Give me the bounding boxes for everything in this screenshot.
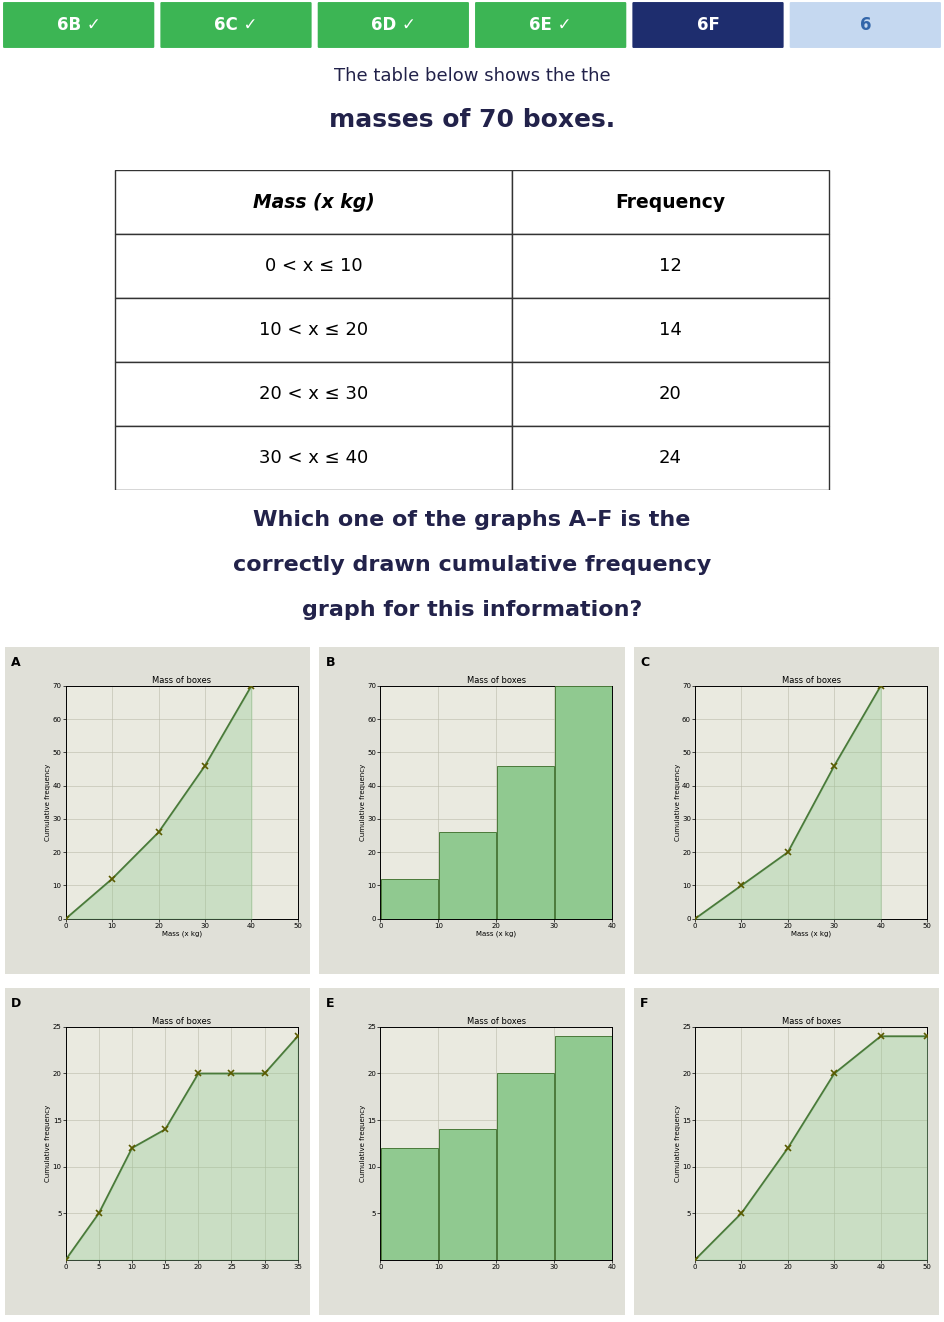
Bar <box>497 1073 554 1260</box>
FancyBboxPatch shape <box>115 426 512 490</box>
Bar <box>497 765 554 919</box>
Text: The table below shows the the: The table below shows the the <box>333 67 611 86</box>
Title: Mass of boxes: Mass of boxes <box>152 1017 211 1026</box>
FancyBboxPatch shape <box>115 362 512 426</box>
FancyBboxPatch shape <box>512 171 829 234</box>
Text: 6D ✓: 6D ✓ <box>371 16 415 34</box>
Text: 20 < x ≤ 30: 20 < x ≤ 30 <box>259 385 368 403</box>
Text: 10 < x ≤ 20: 10 < x ≤ 20 <box>259 321 368 338</box>
Y-axis label: Cumulative frequency: Cumulative frequency <box>45 1105 51 1182</box>
Bar <box>439 1129 496 1260</box>
Text: E: E <box>326 997 334 1010</box>
Bar <box>381 1147 438 1260</box>
Text: masses of 70 boxes.: masses of 70 boxes. <box>329 107 615 132</box>
Title: Mass of boxes: Mass of boxes <box>467 676 526 685</box>
Text: 14: 14 <box>659 321 682 338</box>
Text: F: F <box>640 997 649 1010</box>
FancyBboxPatch shape <box>160 1 312 49</box>
X-axis label: Mass (x kg): Mass (x kg) <box>161 931 202 937</box>
Text: C: C <box>640 657 649 669</box>
Title: Mass of boxes: Mass of boxes <box>782 676 841 685</box>
Text: 6F: 6F <box>697 16 719 34</box>
Text: 20: 20 <box>659 385 682 403</box>
Text: 6E ✓: 6E ✓ <box>530 16 572 34</box>
Text: 24: 24 <box>659 449 682 467</box>
Text: 30 < x ≤ 40: 30 < x ≤ 40 <box>259 449 368 467</box>
Text: 0 < x ≤ 10: 0 < x ≤ 10 <box>264 256 362 275</box>
FancyBboxPatch shape <box>512 297 829 362</box>
FancyBboxPatch shape <box>2 1 156 49</box>
Title: Mass of boxes: Mass of boxes <box>467 1017 526 1026</box>
FancyBboxPatch shape <box>115 297 512 362</box>
FancyBboxPatch shape <box>512 426 829 490</box>
FancyBboxPatch shape <box>512 362 829 426</box>
Y-axis label: Cumulative frequency: Cumulative frequency <box>45 764 51 841</box>
FancyBboxPatch shape <box>632 1 784 49</box>
Bar <box>439 833 496 919</box>
Y-axis label: Cumulative frequency: Cumulative frequency <box>675 1105 681 1182</box>
X-axis label: Mass (x kg): Mass (x kg) <box>791 931 831 937</box>
FancyBboxPatch shape <box>115 171 512 234</box>
Y-axis label: Cumulative frequency: Cumulative frequency <box>675 764 681 841</box>
Text: 6B ✓: 6B ✓ <box>57 16 101 34</box>
FancyBboxPatch shape <box>115 234 512 297</box>
Text: B: B <box>326 657 335 669</box>
Title: Mass of boxes: Mass of boxes <box>782 1017 841 1026</box>
Text: 6: 6 <box>860 16 871 34</box>
Title: Mass of boxes: Mass of boxes <box>152 676 211 685</box>
Text: Which one of the graphs A–F is the: Which one of the graphs A–F is the <box>253 510 691 530</box>
Text: 6C ✓: 6C ✓ <box>214 16 258 34</box>
FancyBboxPatch shape <box>788 1 942 49</box>
Text: 12: 12 <box>659 256 682 275</box>
Text: Mass (x kg): Mass (x kg) <box>253 193 374 212</box>
X-axis label: Mass (x kg): Mass (x kg) <box>477 931 516 937</box>
Text: D: D <box>10 997 21 1010</box>
Text: A: A <box>10 657 21 669</box>
FancyBboxPatch shape <box>316 1 470 49</box>
FancyBboxPatch shape <box>474 1 628 49</box>
FancyBboxPatch shape <box>512 234 829 297</box>
Bar <box>555 686 612 919</box>
Text: graph for this information?: graph for this information? <box>302 600 642 620</box>
Bar <box>555 1036 612 1260</box>
Y-axis label: Cumulative frequency: Cumulative frequency <box>360 1105 366 1182</box>
Text: Frequency: Frequency <box>615 193 725 212</box>
Y-axis label: Cumulative frequency: Cumulative frequency <box>360 764 366 841</box>
Bar <box>381 879 438 919</box>
Text: correctly drawn cumulative frequency: correctly drawn cumulative frequency <box>233 555 711 575</box>
